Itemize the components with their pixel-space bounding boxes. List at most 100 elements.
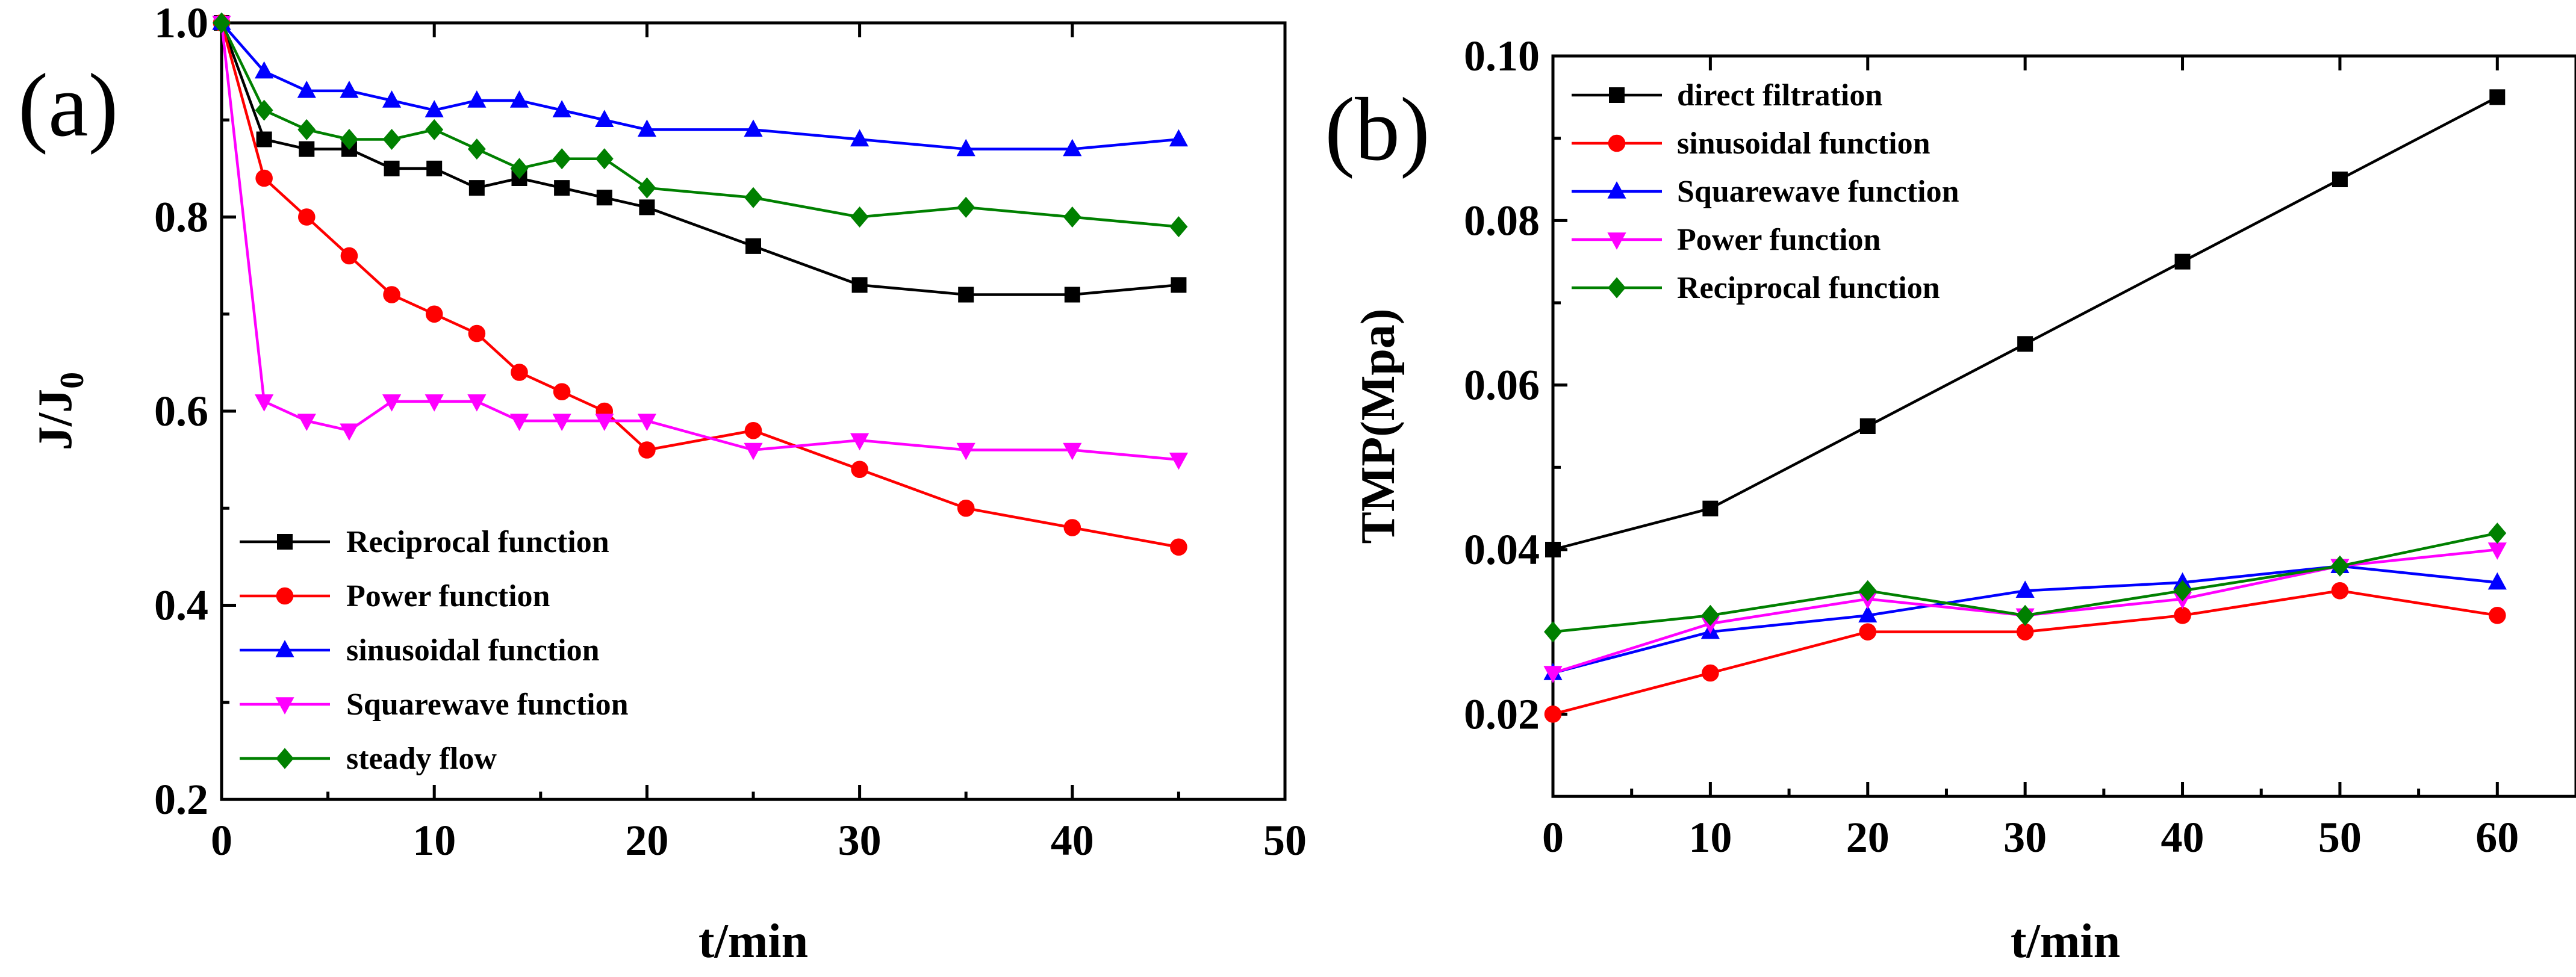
series-power-function [213,14,1187,556]
series-line [220,22,1179,461]
data-point [256,131,272,147]
data-point [595,414,614,432]
data-point [383,286,400,303]
data-point [509,414,529,432]
y-tick-label: 0.8 [154,193,208,241]
series-squarewave-function [212,16,1188,470]
data-point [340,80,359,98]
legend-marker [1608,134,1626,152]
x-tick-label: 0 [211,816,232,864]
data-point [382,90,402,108]
data-point [299,141,315,157]
series-line [220,22,1179,150]
y-axis-title: J/J0 [29,372,91,450]
data-point [1858,605,1878,623]
data-point [2174,607,2191,624]
data-point [425,394,444,412]
data-point [1064,287,1080,303]
x-tick-label: 30 [2003,813,2047,861]
data-point [1858,580,1877,601]
data-point [425,305,443,323]
x-tick-label: 50 [2318,813,2362,861]
x-tick-label: 30 [838,816,882,864]
y-tick-label: 0.04 [1464,526,1540,574]
data-point [2489,607,2506,624]
data-point [297,208,316,226]
data-point [297,119,316,140]
data-point [595,110,614,127]
y-axis-title-main: J/J [29,389,82,450]
data-point [2173,580,2192,601]
data-point [958,287,974,303]
x-tick-label: 40 [2161,813,2204,861]
chart-panel-b: 0 10 20 30 40 50 60 0.02 0.04 0.06 0.08 0.10 (b) t/mi… [1325,32,2576,968]
data-point [467,394,487,412]
data-point [637,414,656,432]
legend-marker [277,534,293,550]
legend-label: steady flow [346,742,497,776]
legend-marker [276,587,294,605]
data-point [1063,206,1081,228]
legend-label: Reciprocal function [1677,271,1940,305]
data-point [553,383,571,401]
legend: Reciprocal function Power function sinusoi… [240,525,629,776]
data-point [850,433,870,451]
series-line [220,22,1179,548]
data-point [744,442,763,461]
data-point [638,177,656,199]
legend-marker [275,640,294,657]
data-point [1859,418,1876,434]
data-point [426,160,443,176]
y-axis-title-main: TMP(Mpa) [1352,308,1405,544]
data-point [425,119,444,140]
data-point [1170,538,1187,556]
data-point [340,128,358,150]
data-point [468,324,486,343]
data-point [510,158,529,179]
data-point [2016,604,2035,626]
x-tick-label: 0 [1542,813,1564,861]
y-tick-label: 0.06 [1464,361,1540,409]
data-point [1859,623,1877,640]
series-reciprocal-function [1544,523,2507,643]
series-line [220,22,1179,228]
y-axis-title-subscript: 0 [54,372,91,389]
data-point [956,442,975,461]
x-tick-label: 50 [1263,816,1307,864]
data-point [744,421,762,439]
data-point [468,180,485,196]
data-point [2487,542,2507,560]
x-tick-label: 40 [1051,816,1094,864]
data-point [255,61,274,79]
chart-panel-a: 0 10 20 30 40 500.20.40.60.81.0(a)t/minJ/J0Re… [18,0,1307,968]
data-point [851,461,868,479]
legend-label: Squarewave function [346,687,629,722]
data-point [1702,664,1719,682]
y-axis-title: TMP(Mpa) [1352,308,1405,544]
data-point [384,160,400,176]
y-tick-label: 1.0 [154,0,208,47]
legend-marker [1609,87,1625,103]
data-point [2332,172,2348,187]
data-point [467,138,486,160]
data-point [297,414,316,432]
data-point [1545,542,1561,557]
data-point [382,128,401,150]
legend-label: Squarewave function [1677,175,1959,209]
data-point [2017,336,2033,352]
data-point [1171,277,1187,293]
data-point [956,138,975,157]
data-point [639,199,655,216]
data-point [511,364,528,381]
legend-label: sinusoidal function [1677,126,1930,161]
data-point [467,90,487,108]
x-tick-label: 10 [412,816,456,864]
legend-label: sinusoidal function [346,633,600,668]
y-tick-label: 0.08 [1464,196,1540,244]
legend-marker [1607,181,1626,199]
data-point [638,441,656,459]
data-point [596,190,612,206]
data-point [1543,666,1563,683]
data-point [340,423,359,441]
data-point [1169,452,1188,470]
